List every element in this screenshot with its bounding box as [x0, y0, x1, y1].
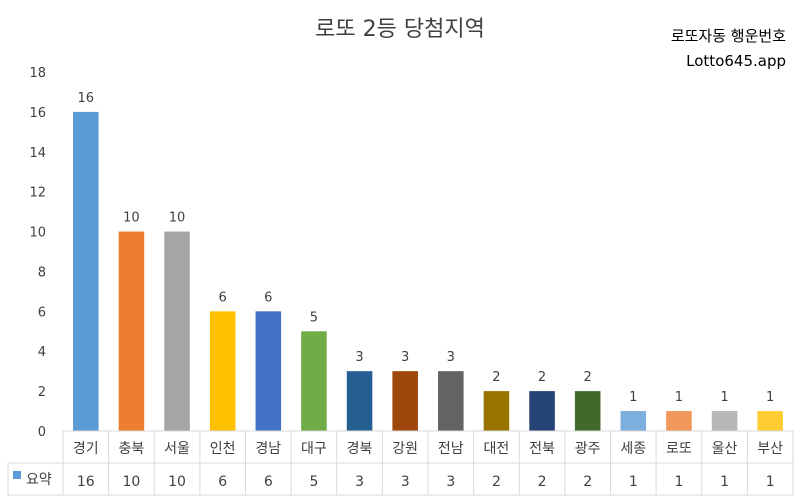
data-label: 6	[264, 290, 272, 305]
x-tick-label: 대전	[484, 441, 510, 457]
table-value: 16	[77, 474, 95, 490]
chart-title: 로또 2등 당첨지역	[315, 17, 485, 42]
watermark-text: 로또자동 행운번호	[671, 27, 786, 45]
bar-부산	[757, 411, 783, 431]
bar-강원	[392, 371, 418, 431]
x-tick-label: 로또	[666, 441, 692, 457]
bar-경북	[346, 371, 373, 431]
table-value: 3	[355, 474, 364, 490]
bar-세종	[620, 411, 647, 431]
table-value: 1	[629, 474, 638, 490]
data-label: 10	[169, 211, 186, 226]
bar-전북	[529, 391, 555, 431]
y-tick-label: 16	[29, 106, 46, 121]
data-label: 2	[492, 370, 500, 385]
table-value: 5	[309, 474, 318, 490]
bar-대구	[301, 331, 327, 431]
data-label: 1	[629, 390, 637, 405]
x-tick-label: 부산	[757, 441, 783, 457]
y-tick-label: 4	[38, 345, 46, 360]
bar-광주	[574, 391, 601, 431]
bar-충북	[118, 231, 145, 431]
x-tick-label: 인천	[210, 441, 236, 457]
data-label: 6	[219, 290, 227, 305]
x-tick-label: 경기	[73, 441, 99, 457]
data-label: 3	[401, 350, 409, 365]
table-value: 2	[538, 474, 547, 490]
table-value: 3	[401, 474, 410, 490]
data-label: 10	[123, 211, 140, 226]
x-tick-label: 대구	[301, 441, 327, 457]
x-tick-label: 전남	[438, 441, 464, 457]
data-label: 2	[584, 370, 592, 385]
bar-경남	[255, 311, 282, 431]
x-tick-label: 광주	[575, 441, 601, 457]
table-value: 6	[218, 474, 227, 490]
legend-swatch	[13, 471, 21, 479]
y-tick-label: 12	[29, 186, 46, 201]
table-value: 1	[766, 474, 775, 490]
table-value: 2	[492, 474, 501, 490]
bar-서울	[164, 231, 190, 431]
x-tick-label: 세종	[620, 441, 646, 457]
x-tick-label: 서울	[164, 441, 190, 457]
bar-인천	[209, 311, 236, 431]
table-value: 10	[168, 474, 186, 490]
data-label: 3	[447, 350, 455, 365]
table-value: 1	[674, 474, 683, 490]
y-axis: 0 2 4 6 8 10 12 14 16 18	[29, 66, 46, 440]
y-tick-label: 14	[29, 146, 46, 161]
x-tick-label: 경남	[255, 441, 281, 457]
y-tick-label: 0	[38, 425, 46, 440]
data-table: 경기 16 충북 10 서울 10 인천 6 경남 6 대구 5 경북 3 강원 3 전남 3 대전 2 전북 2 광주 2 세…	[7, 430, 794, 496]
data-label: 16	[78, 91, 95, 106]
table-value: 3	[446, 474, 455, 490]
watermark-url: Lotto645.app	[686, 52, 786, 70]
y-tick-label: 10	[29, 226, 46, 241]
data-label: 1	[675, 390, 683, 405]
bar-group: 16 10 10 6 6 5 3 3 3 2 2 2 1 1 1 1	[73, 91, 783, 431]
bar-로또	[666, 411, 692, 431]
y-tick-label: 2	[38, 385, 46, 400]
data-label: 5	[310, 310, 318, 325]
data-label: 2	[538, 370, 546, 385]
bar-울산	[711, 411, 738, 431]
data-label: 3	[355, 350, 363, 365]
table-value: 10	[123, 474, 141, 490]
data-label: 1	[766, 390, 774, 405]
x-tick-label: 충북	[119, 441, 145, 457]
x-tick-label: 강원	[392, 441, 418, 457]
y-tick-label: 8	[38, 265, 46, 280]
y-tick-label: 6	[38, 305, 46, 320]
bar-전남	[438, 371, 464, 431]
y-tick-label: 18	[29, 66, 46, 81]
bar-경기	[73, 111, 99, 431]
x-tick-label: 경북	[347, 441, 373, 457]
data-label: 1	[720, 390, 728, 405]
x-tick-label: 전북	[529, 441, 555, 457]
legend-label: 요약	[26, 472, 52, 488]
bar-대전	[483, 391, 510, 431]
table-value: 2	[583, 474, 592, 490]
table-value: 6	[264, 474, 273, 490]
table-value: 1	[720, 474, 729, 490]
x-tick-label: 울산	[712, 441, 738, 457]
